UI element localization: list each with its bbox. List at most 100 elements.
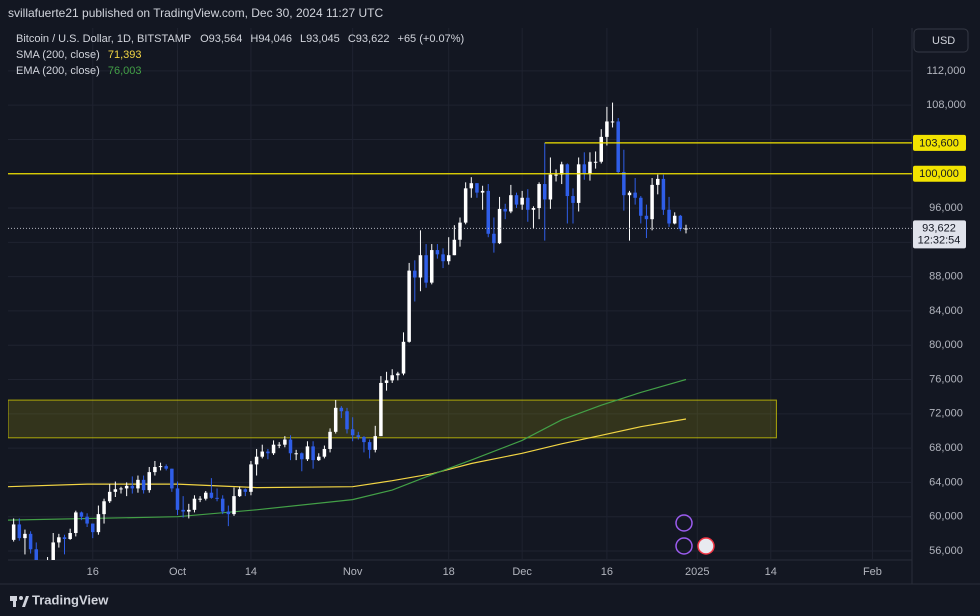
candle-body bbox=[458, 222, 462, 240]
candle-body bbox=[305, 446, 310, 460]
candle-body bbox=[113, 489, 118, 492]
candle-body bbox=[79, 512, 84, 517]
sma-value: 71,393 bbox=[108, 49, 142, 61]
candle-body bbox=[215, 497, 219, 499]
candle-body bbox=[68, 532, 72, 539]
candle-body bbox=[322, 448, 327, 457]
x-tick-label: Nov bbox=[343, 566, 363, 578]
candle-body bbox=[51, 542, 55, 560]
candle-body bbox=[407, 270, 411, 342]
candle-body bbox=[362, 436, 366, 443]
y-tick-label: 108,000 bbox=[926, 99, 966, 111]
ohlc-open: O93,564 bbox=[200, 33, 242, 45]
candle-body bbox=[537, 184, 541, 209]
event-icon[interactable] bbox=[675, 514, 693, 532]
candle-body bbox=[373, 436, 378, 450]
candle-body bbox=[209, 492, 214, 498]
candle-body bbox=[34, 549, 39, 560]
y-tick-label: 112,000 bbox=[927, 65, 966, 77]
x-tick-label: 16 bbox=[601, 566, 613, 578]
y-tick-label: 72,000 bbox=[929, 408, 963, 420]
legend-sma: SMA (200, close) 71,393 bbox=[16, 49, 141, 61]
candle-body bbox=[627, 192, 632, 196]
candle-body bbox=[153, 466, 157, 473]
candle-body bbox=[441, 254, 445, 262]
candle-body bbox=[475, 183, 479, 193]
candle-body bbox=[102, 501, 106, 515]
ema-value: 76,003 bbox=[108, 65, 142, 77]
candle-body bbox=[605, 121, 609, 137]
candle-body bbox=[531, 208, 536, 210]
candle-body bbox=[509, 195, 513, 212]
candle-body bbox=[57, 537, 61, 543]
candle-body bbox=[655, 178, 660, 185]
plot-area bbox=[8, 102, 912, 560]
x-tick-label: 14 bbox=[765, 566, 777, 578]
candle-body bbox=[243, 489, 248, 492]
footer-brand: TradingView bbox=[32, 592, 109, 607]
candle-body bbox=[429, 250, 434, 283]
candle-body bbox=[260, 451, 265, 457]
footer-logo bbox=[10, 596, 29, 607]
x-tick-label: 18 bbox=[443, 566, 455, 578]
candle-body bbox=[503, 208, 507, 212]
candle-body bbox=[401, 341, 406, 374]
candle-body bbox=[107, 491, 112, 502]
support-zone bbox=[8, 399, 777, 439]
event-icon[interactable] bbox=[675, 537, 693, 555]
candle-body bbox=[542, 184, 547, 200]
candle-body bbox=[23, 533, 27, 539]
candle-body bbox=[514, 195, 519, 205]
candle-body bbox=[96, 514, 101, 533]
candle-body bbox=[350, 429, 355, 436]
candle-body bbox=[497, 208, 502, 244]
sma-name: SMA (200, close) bbox=[16, 49, 100, 61]
candle-body bbox=[390, 375, 394, 381]
candle-body bbox=[644, 215, 649, 220]
y-tick-label: 88,000 bbox=[929, 271, 963, 283]
candle-body bbox=[463, 188, 468, 223]
y-tick-label: 60,000 bbox=[929, 511, 963, 523]
x-tick-label: Feb bbox=[863, 566, 882, 578]
candle-body bbox=[599, 136, 604, 162]
candle-body bbox=[610, 121, 615, 123]
candle-body bbox=[667, 209, 671, 224]
candle-body bbox=[633, 192, 637, 198]
candle-body bbox=[367, 442, 372, 450]
candle-body bbox=[294, 453, 298, 455]
legend-symbol: Bitcoin / U.S. Dollar, 1D, BITSTAMP O93,… bbox=[16, 33, 464, 45]
x-tick-label: 2025 bbox=[685, 566, 709, 578]
y-tick-label: 80,000 bbox=[929, 339, 963, 351]
candle-body bbox=[90, 523, 95, 533]
candle-body bbox=[396, 373, 400, 376]
candle-body bbox=[492, 233, 496, 244]
countdown-label: 12:32:54 bbox=[918, 234, 961, 246]
ohlc-high: H94,046 bbox=[250, 33, 292, 45]
last-price-label: 93,622 bbox=[922, 222, 956, 234]
candle-body bbox=[339, 407, 344, 412]
candle-body bbox=[220, 498, 225, 512]
currency-label[interactable]: USD bbox=[932, 35, 955, 47]
candle-body bbox=[526, 197, 530, 210]
candle-body bbox=[345, 411, 349, 430]
candle-body bbox=[435, 250, 440, 255]
candle-body bbox=[249, 464, 253, 492]
ohlc-low: L93,045 bbox=[300, 33, 340, 45]
candle-body bbox=[271, 444, 276, 454]
ohlc-change: +65 (+0.07%) bbox=[398, 33, 465, 45]
x-tick-label: 16 bbox=[87, 566, 99, 578]
candle-body bbox=[266, 451, 270, 454]
currency-button[interactable] bbox=[913, 28, 969, 53]
candle-body bbox=[277, 444, 281, 446]
candle-body bbox=[356, 435, 361, 437]
candle-body bbox=[254, 456, 259, 465]
candle-body bbox=[576, 164, 581, 203]
candle-body bbox=[554, 174, 558, 176]
candle-body bbox=[413, 270, 417, 278]
economic-event-icon[interactable] bbox=[697, 537, 715, 555]
y-tick-label: 76,000 bbox=[929, 373, 963, 385]
last-price-box bbox=[913, 220, 966, 249]
candle-body bbox=[62, 537, 67, 539]
candle-body bbox=[203, 492, 208, 499]
